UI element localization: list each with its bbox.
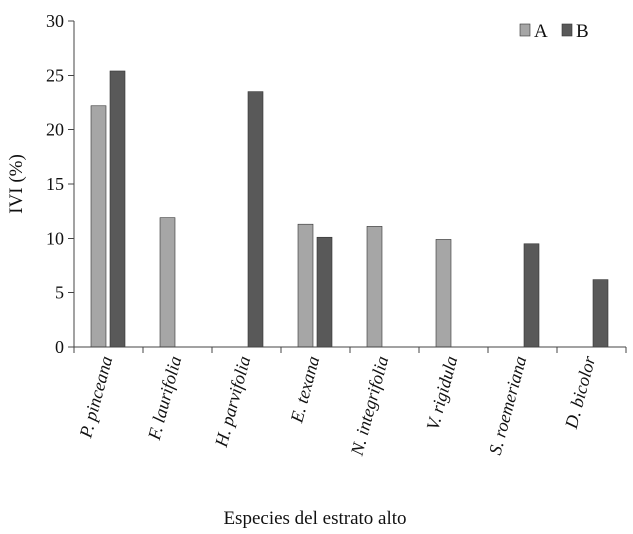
bar-b <box>109 70 126 348</box>
axes-layer <box>73 21 626 348</box>
bar-a <box>366 226 383 348</box>
bar-a <box>435 239 452 348</box>
bar-b <box>247 91 264 348</box>
x-tick-label: F. laurifolia <box>144 354 186 443</box>
bar-a <box>159 217 176 348</box>
x-tick-label: H. parvifolia <box>211 354 255 450</box>
bar-b <box>316 236 333 348</box>
y-axis-label: IVI (%) <box>6 154 27 214</box>
bar-b <box>592 279 609 348</box>
y-tick-label: 0 <box>55 337 64 357</box>
y-tick-label: 5 <box>55 283 64 303</box>
y-tick-label: 15 <box>46 174 64 194</box>
y-tick-label: 20 <box>46 120 64 140</box>
x-tick-label: P. pinceana <box>75 354 116 441</box>
y-ticks: 0 5 10 15 20 25 30 <box>46 11 74 357</box>
x-tick-label: D. bicolor <box>561 353 600 432</box>
y-tick-label: 30 <box>46 11 64 31</box>
x-ticks: P. pinceana F. laurifolia H. parvifolia E. … <box>73 347 627 459</box>
bar-a <box>90 105 107 348</box>
legend-swatch-a <box>519 23 531 37</box>
x-tick-label: E. texana <box>286 354 323 426</box>
y-tick-label: 25 <box>46 65 64 85</box>
y-tick-label: 10 <box>46 228 64 248</box>
x-tick-label: V. rigidula <box>422 354 461 432</box>
x-tick-label: S. roemeriana <box>485 354 531 457</box>
bars-layer <box>90 70 609 348</box>
x-axis-label: Especies del estrato alto <box>223 508 406 529</box>
legend-label-a: A <box>534 21 548 42</box>
legend-label-b: B <box>576 21 589 42</box>
bar-a <box>297 223 314 348</box>
x-tick-label: N. integrifolia <box>346 354 392 459</box>
legend-swatch-b <box>561 23 573 37</box>
bar-b <box>523 243 540 348</box>
